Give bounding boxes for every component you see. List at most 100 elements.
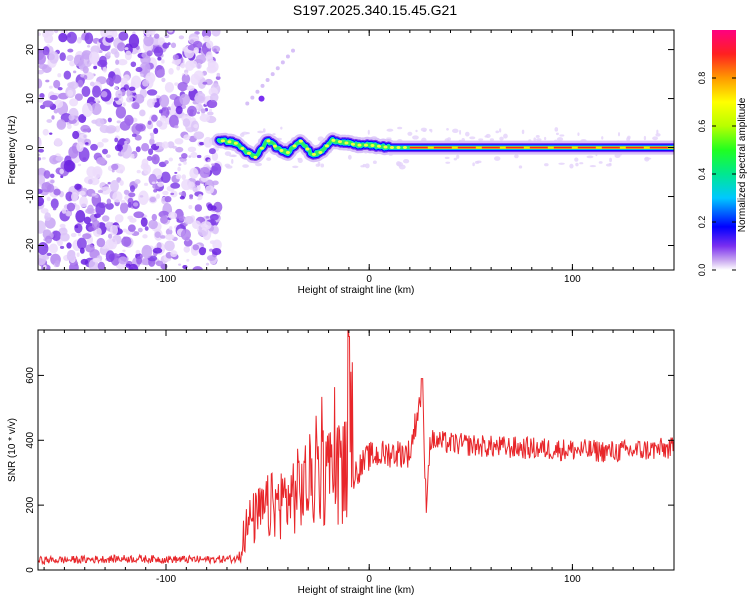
ridge-spot	[376, 144, 381, 148]
noise-blob	[207, 111, 214, 116]
noise-blob	[46, 184, 55, 193]
noise-blob	[200, 220, 212, 230]
ridge-spot	[266, 139, 271, 143]
noise-blob	[67, 82, 75, 88]
noise-blob	[655, 133, 661, 137]
noise-blob	[183, 245, 191, 253]
noise-blob	[66, 124, 72, 130]
ridge-spot	[402, 146, 407, 150]
spectrogram-ytick-label: -10	[25, 189, 36, 204]
noise-blob	[535, 134, 540, 138]
noise-blob	[205, 185, 215, 194]
noise-blob	[193, 47, 200, 54]
noise-blob	[68, 114, 75, 121]
noise-blob	[59, 52, 66, 61]
noise-blob	[146, 89, 158, 96]
noise-blob	[518, 165, 523, 169]
noise-blob	[82, 102, 93, 118]
noise-blob	[157, 181, 164, 187]
noise-blob	[181, 179, 192, 191]
noise-blob	[80, 124, 91, 133]
noise-blob	[452, 128, 459, 133]
noise-blob	[135, 146, 141, 153]
noise-blob	[61, 208, 67, 214]
noise-blob	[456, 154, 460, 159]
noise-blob	[445, 161, 451, 164]
noise-blob	[209, 240, 216, 245]
noise-blob	[205, 40, 214, 49]
ridge-spot	[311, 152, 316, 156]
noise-blob	[136, 256, 143, 265]
noise-blob	[255, 89, 260, 94]
noise-blob	[167, 141, 175, 149]
noise-blob	[183, 215, 194, 225]
noise-blob	[59, 223, 66, 228]
noise-blob	[63, 159, 75, 173]
noise-blob	[178, 35, 185, 40]
noise-blob	[70, 232, 77, 238]
noise-blob	[193, 70, 204, 80]
noise-blob	[38, 137, 42, 147]
noise-blob	[398, 164, 406, 170]
noise-blob	[107, 181, 111, 185]
noise-blob	[211, 248, 222, 256]
noise-blob	[181, 174, 186, 180]
noise-blob	[170, 250, 178, 258]
noise-blob	[180, 62, 186, 69]
noise-blob	[158, 109, 163, 114]
noise-blob	[162, 42, 169, 49]
noise-blob	[617, 132, 621, 137]
noise-blob	[265, 77, 270, 82]
noise-blob	[84, 32, 94, 45]
noise-blob	[146, 98, 155, 108]
ridge-spot	[389, 146, 394, 150]
noise-blob	[315, 163, 320, 167]
noise-blob	[96, 230, 102, 235]
noise-blob	[53, 188, 61, 196]
noise-blob	[139, 109, 146, 117]
noise-blob	[201, 30, 212, 39]
noise-blob	[205, 216, 210, 219]
noise-blob	[148, 219, 158, 230]
noise-blob	[156, 69, 165, 78]
noise-blob	[74, 223, 83, 234]
noise-blob	[131, 102, 140, 110]
noise-blob	[257, 130, 264, 134]
spectrogram-frame	[37, 29, 675, 271]
noise-blob	[112, 74, 122, 84]
noise-blob	[150, 135, 155, 140]
noise-blob	[76, 37, 82, 44]
noise-blob	[152, 247, 163, 254]
noise-blob	[208, 100, 218, 108]
spectrogram-xtick-label: 0	[366, 274, 372, 285]
noise-blob	[112, 191, 123, 203]
noise-blob	[478, 138, 484, 141]
ridge-spot	[396, 146, 401, 150]
noise-blob	[124, 47, 129, 51]
noise-blob	[579, 162, 584, 165]
noise-blob	[66, 250, 76, 262]
noise-blob	[156, 193, 161, 199]
noise-blob	[133, 202, 139, 207]
noise-blob	[142, 79, 149, 87]
noise-blob	[53, 79, 61, 89]
noise-blob	[128, 263, 139, 270]
noise-blob	[85, 142, 89, 145]
noise-blob	[105, 202, 114, 210]
noise-blob	[291, 48, 296, 53]
ridge-spot	[285, 150, 290, 154]
noise-blob	[68, 146, 79, 159]
noise-blob	[105, 239, 114, 250]
noise-blob	[38, 157, 42, 161]
noise-blob	[140, 217, 148, 227]
noise-blob	[199, 141, 205, 146]
noise-blob	[146, 50, 153, 57]
noise-blob	[135, 249, 141, 255]
noise-blob	[119, 180, 124, 186]
noise-blob	[213, 48, 217, 53]
noise-blob	[118, 256, 128, 265]
noise-blob	[157, 37, 165, 46]
noise-blob	[174, 171, 178, 174]
noise-blob	[96, 141, 104, 148]
